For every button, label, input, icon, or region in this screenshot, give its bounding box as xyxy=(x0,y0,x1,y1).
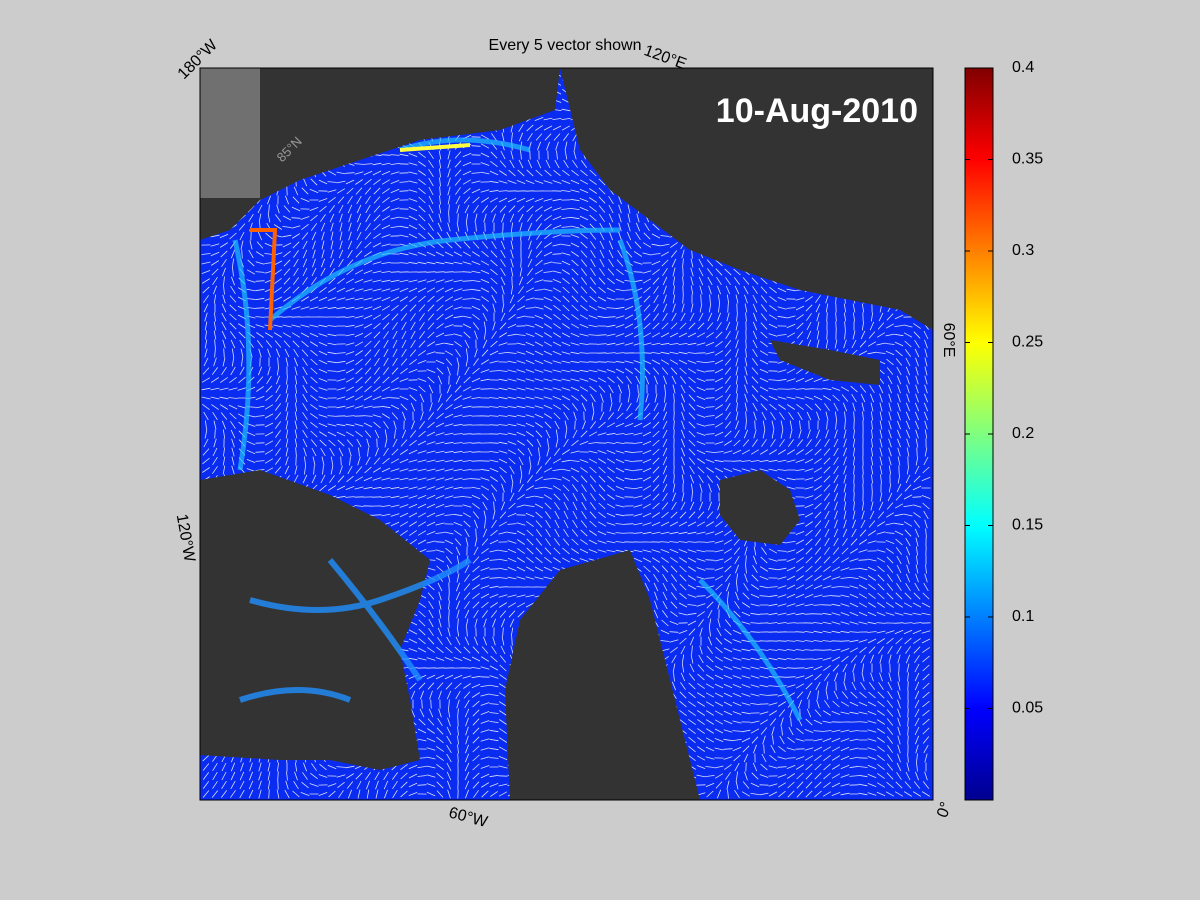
colorbar-tick-label: 0.4 xyxy=(1012,59,1034,76)
map-frame xyxy=(199,67,934,801)
colorbar-tick-label: 0.15 xyxy=(1012,517,1043,534)
hotspot xyxy=(250,228,278,331)
colorbar-tick-label: 0.05 xyxy=(1012,700,1043,717)
date-label: 10-Aug-2010 xyxy=(716,92,918,130)
channels xyxy=(239,557,472,703)
lon-label: 120°W xyxy=(173,513,198,564)
hotspot xyxy=(399,143,471,152)
gray-land xyxy=(200,68,260,198)
map-title: Every 5 vector shown xyxy=(489,37,642,54)
colorbar-tick-label: 0.25 xyxy=(1012,334,1043,351)
colorbar-tick-label: 0.35 xyxy=(1012,151,1043,168)
current-streaks xyxy=(232,137,803,722)
map xyxy=(200,68,933,800)
colorbar-tick-label: 0.2 xyxy=(1012,425,1034,442)
lon-label: 0° xyxy=(934,800,955,820)
land xyxy=(200,68,933,800)
colorbar-tick-label: 0.3 xyxy=(1012,242,1034,259)
lon-label: 60°E xyxy=(940,323,957,358)
lon-label: 60°W xyxy=(447,804,490,831)
colorbar-tick-label: 0.1 xyxy=(1012,608,1034,625)
